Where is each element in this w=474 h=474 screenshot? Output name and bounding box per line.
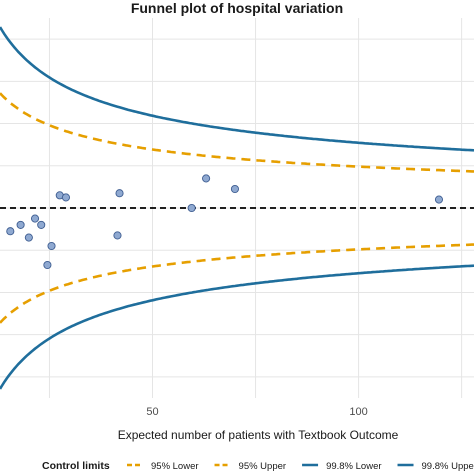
hospital-point-10 [115, 189, 124, 198]
x-tick-label-0: 50 [146, 406, 158, 418]
x-tick-labels: 50 100 [146, 406, 367, 418]
legend-label-0: 95% Lower [151, 461, 199, 472]
hospital-point-5 [43, 260, 52, 270]
legend: Control limits 95% Lower 95% Upper 99.8% L… [42, 460, 474, 472]
legend-label-1: 95% Upper [239, 461, 287, 472]
hospital-point-9 [113, 231, 122, 240]
x-axis-label: Expected number of patients with Textboo… [118, 428, 399, 442]
hospital-point-1 [16, 220, 25, 229]
limit-line-99-8-lower [0, 264, 474, 390]
hospital-point-4 [37, 220, 46, 229]
hospital-point-12 [202, 174, 211, 183]
hospital-point-14 [434, 195, 444, 204]
legend-title: Control limits [42, 460, 110, 472]
legend-label-3: 99.8% Upper [422, 461, 474, 472]
limit-line-95-lower [0, 243, 474, 324]
hospital-point-0 [6, 227, 15, 236]
hospital-point-2 [24, 233, 33, 242]
x-tick-label-1: 100 [349, 406, 367, 418]
legend-label-2: 99.8% Lower [326, 461, 381, 472]
control-limits-layer [0, 26, 474, 390]
hospital-point-8 [61, 193, 70, 202]
hospital-point-3 [30, 214, 40, 223]
limit-line-99-8-upper [0, 26, 474, 152]
hospital-point-13 [230, 184, 239, 194]
limit-line-95-upper [0, 92, 474, 173]
chart-title: Funnel plot of hospital variation [131, 0, 343, 16]
points-layer [6, 174, 444, 270]
hospital-point-6 [47, 241, 56, 251]
hospital-point-11 [187, 203, 196, 213]
